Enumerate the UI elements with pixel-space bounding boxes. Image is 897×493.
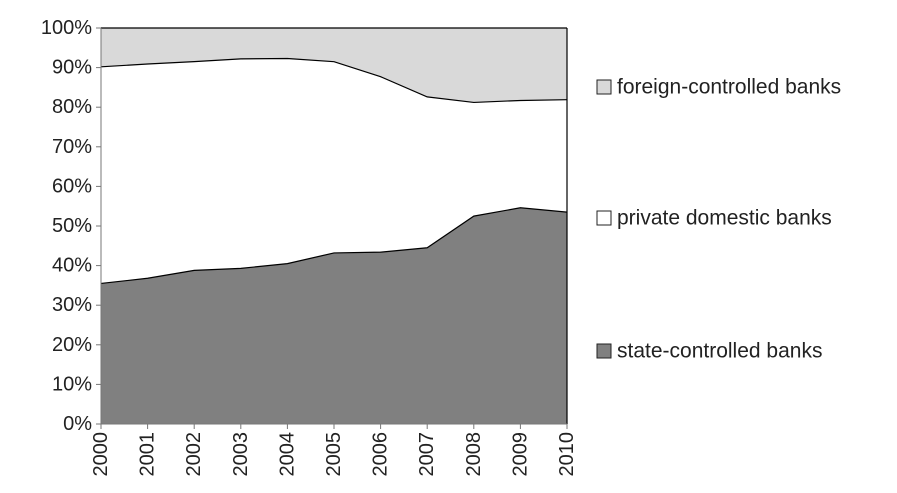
boundary-line-state-controlled-banks — [100, 207, 568, 285]
x-tick-label: 2010 — [556, 432, 578, 477]
y-tick-label: 40% — [52, 255, 92, 277]
x-tick-label: 2009 — [509, 432, 531, 477]
y-tick-label: 20% — [52, 334, 92, 356]
y-tick-label: 10% — [52, 373, 92, 395]
x-tick-label: 2008 — [463, 432, 485, 477]
y-tick-label: 30% — [52, 294, 92, 316]
y-tick-label: 90% — [52, 57, 92, 79]
x-tick-label: 2001 — [137, 432, 159, 477]
x-tick-label: 2000 — [90, 432, 112, 477]
y-tick-label: 100% — [41, 17, 92, 39]
plot-area — [100, 27, 568, 424]
area-foreign-controlled-banks — [101, 28, 567, 103]
x-tick-label: 2002 — [183, 432, 205, 477]
x-tick-label: 2003 — [230, 432, 252, 477]
legend-label: foreign-controlled banks — [617, 76, 841, 99]
legend: foreign-controlled banks private domestic… — [596, 76, 841, 363]
y-tick-label: 60% — [52, 175, 92, 197]
y-tick-label: 70% — [52, 136, 92, 158]
legend-swatch — [596, 210, 612, 226]
x-tick-label: 2006 — [370, 432, 392, 477]
x-tick-label: 2005 — [323, 432, 345, 477]
y-tick-label: 0% — [63, 413, 92, 435]
x-axis: 2000 2001 2002 2003 2004 2005 2006 2007 2008 2009… — [90, 423, 578, 477]
legend-label: private domestic banks — [617, 207, 832, 230]
boundary-line-private-domestic-banks — [100, 57, 568, 104]
area-state-controlled-banks — [101, 207, 567, 424]
x-tick-label: 2004 — [276, 432, 298, 477]
area-private-domestic-banks — [101, 58, 567, 284]
y-axis: 0% 10% 20% 30% 40% 50% 60% 70% 80% 90% 100% — [41, 17, 102, 435]
legend-swatch — [596, 343, 612, 359]
y-tick-label: 50% — [52, 215, 92, 237]
legend-label: state-controlled banks — [617, 340, 822, 363]
x-tick-label: 2007 — [416, 432, 438, 477]
legend-swatch — [596, 79, 612, 95]
y-tick-label: 80% — [52, 96, 92, 118]
